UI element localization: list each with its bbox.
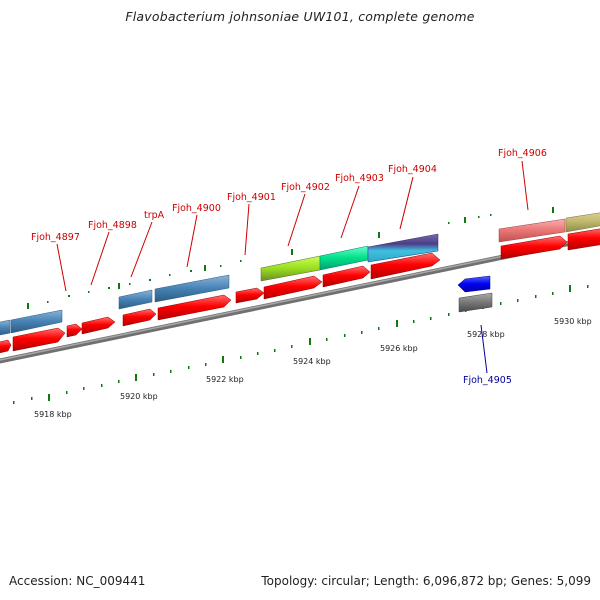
gene-label-fjoh-4898[interactable]: Fjoh_4898 <box>88 220 137 231</box>
cds-arrow[interactable] <box>66 323 83 338</box>
gene-bar-fjoh-4900[interactable] <box>154 274 230 303</box>
label-leader-lines <box>56 160 529 374</box>
cds-arrows[interactable] <box>0 228 600 354</box>
scale-label: 5922 kbp <box>206 375 244 384</box>
gene-bar-trpA[interactable] <box>118 289 153 310</box>
cds-arrow[interactable] <box>370 252 441 280</box>
cds-arrow[interactable] <box>12 327 66 352</box>
gene-bar-next[interactable] <box>565 212 600 233</box>
scale-label: 5926 kbp <box>380 344 418 353</box>
gene-label-trpA[interactable]: trpA <box>144 210 165 221</box>
scale-label: 5930 kbp <box>554 317 592 326</box>
gene-bar-fjoh-4906[interactable] <box>498 218 566 243</box>
reverse-cds-arrow[interactable] <box>457 275 491 293</box>
gene-label-fjoh-4901[interactable]: Fjoh_4901 <box>227 192 276 203</box>
cds-arrow[interactable] <box>322 265 371 288</box>
cds-arrow[interactable] <box>81 316 116 335</box>
scale-label: 5928 kbp <box>467 330 505 339</box>
cds-arrow[interactable] <box>500 235 568 260</box>
cds-arrow[interactable] <box>157 294 232 321</box>
gene-bar-fjoh-4904[interactable] <box>367 233 439 263</box>
cds-arrow[interactable] <box>122 308 157 327</box>
scale-label: 5920 kbp <box>120 392 158 401</box>
scale-label: 5924 kbp <box>293 357 331 366</box>
accession-text: Accession: NC_009441 <box>9 574 146 588</box>
gene-label-fjoh-4906[interactable]: Fjoh_4906 <box>498 148 547 159</box>
upper-tick-row <box>27 207 554 309</box>
gene-label-fjoh-4897[interactable]: Fjoh_4897 <box>31 232 80 243</box>
gene-label-fjoh-4900[interactable]: Fjoh_4900 <box>172 203 221 214</box>
gene-label-fjoh-4905[interactable]: Fjoh_4905 <box>463 375 512 386</box>
gene-bar-fjoh-4905[interactable] <box>458 292 493 313</box>
scale-label: 5918 kbp <box>34 410 72 419</box>
gene-label-fjoh-4904[interactable]: Fjoh_4904 <box>388 164 437 175</box>
scale-labels: 5918 kbp 5920 kbp 5922 kbp 5924 kbp 5926… <box>34 317 592 419</box>
reverse-features[interactable] <box>457 275 493 313</box>
gene-label-fjoh-4903[interactable]: Fjoh_4903 <box>335 173 384 184</box>
gene-label-fjoh-4902[interactable]: Fjoh_4902 <box>281 182 330 193</box>
gene-features[interactable] <box>0 212 600 336</box>
map-title: Flavobacterium johnsoniae UW101, complet… <box>125 9 475 24</box>
topology-summary: Topology: circular; Length: 6,096,872 bp… <box>261 574 591 588</box>
cds-arrow[interactable] <box>567 228 600 251</box>
cds-arrow[interactable] <box>235 287 265 304</box>
lower-tick-row <box>13 285 589 404</box>
cds-arrow[interactable] <box>0 339 12 354</box>
gene-bar-fjoh-4897[interactable] <box>10 309 63 334</box>
cds-arrow[interactable] <box>263 275 323 300</box>
gene-labels: Fjoh_4897 Fjoh_4898 trpA Fjoh_4900 Fjoh_… <box>31 148 547 386</box>
gene-bar-fjoh-4897-a[interactable] <box>0 319 11 336</box>
